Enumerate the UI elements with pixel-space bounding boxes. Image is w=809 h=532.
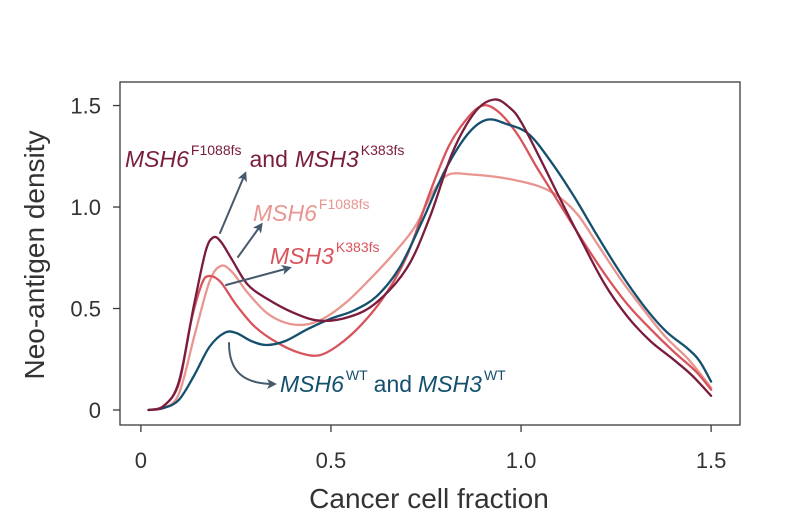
x-tick-label: 1.0 xyxy=(506,448,537,473)
y-tick-label: 1.5 xyxy=(70,94,101,119)
annotation-labels: MSH6 F1088fs and MSH3 K383fs MSH6 F1088fs MSH… xyxy=(125,142,506,397)
allele-superscript: K383fs xyxy=(336,239,380,255)
x-tick-label: 0 xyxy=(135,448,147,473)
conjunction: and xyxy=(250,146,288,172)
x-axis-label: Cancer cell fraction xyxy=(309,483,549,514)
y-axis: 0 0.5 1.0 1.5 xyxy=(70,94,120,423)
gene-name: MSH6 xyxy=(253,200,317,226)
plot-frame xyxy=(119,81,741,426)
annotation-arrow-msh6-f1088fs xyxy=(237,222,263,258)
annotation-label-msh3-k383fs: MSH3 K383fs xyxy=(270,239,380,269)
y-axis-label: Neo-antigen density xyxy=(19,130,50,379)
allele-superscript: WT xyxy=(346,367,368,383)
annotation-label-msh6-f1088fs-and-msh3-k383fs: MSH6 F1088fs and MSH3 K383fs xyxy=(125,142,404,172)
series-line-msh6-wt-and-msh3-wt xyxy=(147,118,713,412)
allele-superscript: WT xyxy=(484,367,506,383)
gene-name: MSH3 xyxy=(418,371,482,397)
y-tick-label: 0.5 xyxy=(70,297,101,322)
annotation-arrows xyxy=(219,171,292,389)
gene-name: MSH3 xyxy=(270,243,334,269)
conjunction: and xyxy=(374,371,412,397)
allele-superscript: K383fs xyxy=(361,142,405,158)
series-line-msh6-f1088fs xyxy=(147,172,713,412)
x-tick-label: 0.5 xyxy=(316,448,347,473)
y-tick-label: 1.0 xyxy=(70,195,101,220)
annotation-label-msh6-wt-and-msh3-wt: MSH6 WT and MSH3 WT xyxy=(280,367,506,397)
annotation-label-msh6-f1088fs: MSH6 F1088fs xyxy=(253,196,370,226)
annotation-arrow-msh6-f1088fs-and-msh3-k383fs xyxy=(219,171,247,234)
y-tick-label: 0 xyxy=(89,398,101,423)
allele-superscript: F1088fs xyxy=(319,196,370,212)
series-lines xyxy=(147,98,713,412)
gene-name: MSH3 xyxy=(295,146,359,172)
gene-name: MSH6 xyxy=(125,146,189,172)
gene-name: MSH6 xyxy=(280,371,344,397)
annotation-arrow-msh3-k383fs xyxy=(225,264,292,286)
x-axis: 0 0.5 1.0 1.5 xyxy=(135,425,727,473)
series-line-msh6-f1088fs-and-msh3-k383fs xyxy=(147,98,713,412)
annotation-arrow-msh6-wt-and-msh3-wt xyxy=(228,342,277,389)
allele-superscript: F1088fs xyxy=(191,142,242,158)
x-tick-label: 1.5 xyxy=(696,448,727,473)
